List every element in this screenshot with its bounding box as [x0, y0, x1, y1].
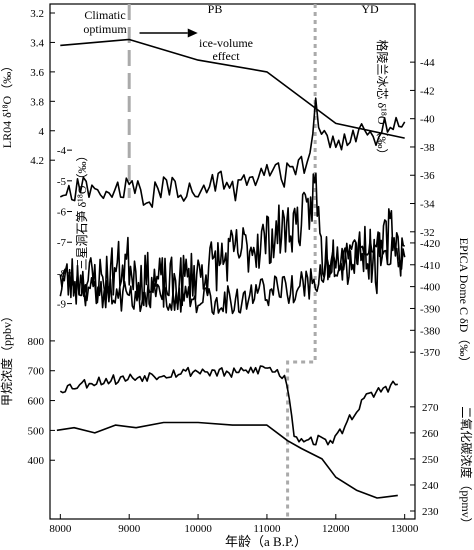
series-co2-line [56, 421, 398, 499]
annotation-ice-volume: ice-volume [199, 36, 253, 50]
greenland-tick-label: -32 [420, 227, 435, 239]
x-tick-label: 12000 [322, 523, 350, 535]
methane-tick-label: 500 [28, 425, 45, 437]
epica-tick-label: -370 [420, 347, 441, 359]
sanxing-tick-label: -6 [57, 207, 67, 219]
methane-axis-label: 甲烷浓度（ppbv） [0, 310, 14, 406]
series-greenland-line [59, 97, 406, 208]
x-axis-label: 年龄（a B.P.） [225, 534, 307, 549]
greenland-tick-label: -36 [420, 170, 435, 182]
annotation-yd: YD [361, 2, 379, 16]
methane-tick-label: 600 [28, 396, 45, 408]
annotation-optimum: optimum [83, 22, 127, 36]
lr04-tick-label: 4 [39, 126, 45, 138]
co2-tick-label: 250 [422, 454, 439, 466]
series-methane-line [59, 365, 398, 446]
annotation-climatic: Climatic [84, 8, 125, 22]
series-sanxing-line [59, 172, 406, 309]
lr04-tick-label: 4.2 [30, 155, 44, 167]
sanxing-tick-label: -7 [57, 237, 67, 249]
annotation-pb: PB [208, 2, 223, 16]
methane-tick-label: 800 [28, 336, 45, 348]
epica-tick-label: -400 [420, 282, 441, 294]
greenland-tick-label: -40 [420, 114, 435, 126]
x-tick-label: 9000 [118, 523, 141, 535]
co2-tick-label: 240 [422, 480, 439, 492]
plot-frame [49, 3, 416, 520]
co2-tick-label: 260 [422, 428, 439, 440]
sanxing-axis-label: 三星洞石笋 δ¹⁸O（‰） [74, 149, 89, 270]
annotation-effect: effect [212, 49, 240, 63]
x-tick-label: 8000 [49, 523, 72, 535]
lr04-tick-label: 3.2 [30, 8, 44, 20]
epica-tick-label: -390 [420, 303, 441, 315]
co2-axis-label: 二氧化碳浓度（ppmv） [459, 406, 474, 529]
x-tick-label: 13000 [391, 523, 419, 535]
epica-tick-label: -380 [420, 325, 441, 337]
greenland-axis-label: 格陵兰冰芯 δ¹⁸O（‰） [375, 39, 390, 160]
co2-tick-label: 270 [422, 402, 439, 414]
greenland-tick-label: -34 [420, 199, 435, 211]
boundary-yd-line [286, 4, 317, 519]
x-tick-label: 10000 [184, 523, 212, 535]
lr04-axis-label: LR04 δ¹⁸O（‰） [0, 60, 14, 148]
sanxing-tick-label: -8 [57, 268, 67, 280]
series-lr04-line [60, 38, 405, 139]
co2-tick-label: 230 [422, 506, 439, 518]
sanxing-tick-label: -9 [57, 299, 67, 311]
greenland-tick-label: -42 [420, 85, 435, 97]
x-tick-label: 11000 [253, 523, 281, 535]
greenland-tick-label: -44 [420, 57, 435, 69]
methane-tick-label: 400 [28, 455, 45, 467]
sanxing-tick-label: -4 [57, 145, 67, 157]
arrow-head [187, 28, 198, 38]
sanxing-tick-label: -5 [57, 176, 67, 188]
lr04-tick-label: 3.8 [30, 96, 44, 108]
epica-tick-label: -410 [420, 260, 441, 272]
epica-tick-label: -420 [420, 238, 441, 250]
methane-tick-label: 700 [28, 366, 45, 378]
greenland-tick-label: -38 [420, 142, 435, 154]
lr04-tick-label: 3.6 [30, 67, 44, 79]
lr04-tick-label: 3.4 [30, 37, 44, 49]
series-epica-line [59, 231, 406, 316]
epica-axis-label: EPICA Dome C δD（‰） [457, 238, 471, 369]
